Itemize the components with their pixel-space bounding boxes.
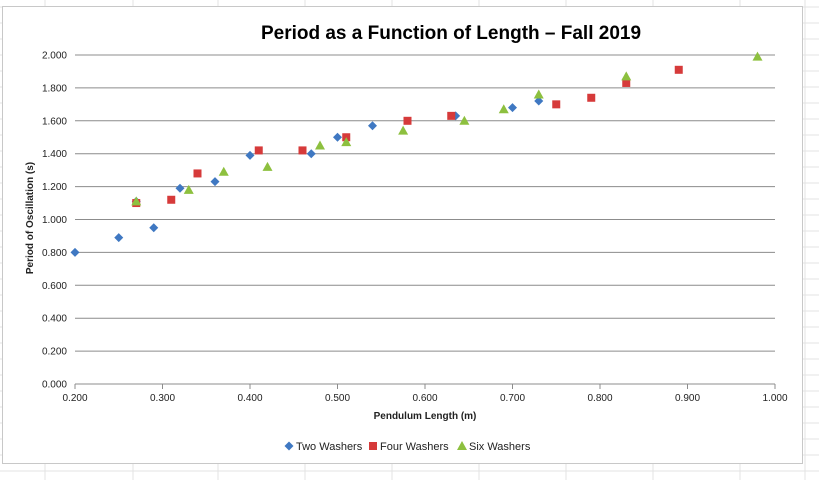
- data-point-triangle: [218, 166, 229, 176]
- y-tick-label: 1.600: [42, 116, 67, 127]
- data-point-triangle: [341, 137, 352, 147]
- x-tick-label: 0.300: [150, 393, 175, 404]
- legend-item: Two Washers: [284, 441, 363, 453]
- data-point-square: [447, 111, 456, 120]
- data-point-square: [254, 146, 263, 155]
- data-point-triangle: [262, 161, 273, 171]
- x-tick-label: 0.400: [237, 393, 262, 404]
- data-point-triangle: [398, 125, 409, 135]
- legend-label: Six Washers: [469, 441, 531, 453]
- gridlines: [75, 54, 775, 385]
- y-tick-label: 0.600: [42, 281, 67, 292]
- data-point-diamond: [368, 121, 377, 131]
- data-point-square: [674, 65, 683, 74]
- data-point-diamond: [534, 96, 544, 106]
- data-point-diamond: [210, 177, 220, 187]
- data-point-diamond: [149, 223, 159, 233]
- data-point-triangle: [459, 115, 470, 125]
- data-point-square: [552, 100, 561, 109]
- legend: Two Washers Four Washers Six Washers: [284, 441, 531, 453]
- data-point-square: [403, 116, 412, 125]
- data-point-triangle: [752, 51, 763, 61]
- x-tick-label: 0.900: [675, 393, 700, 404]
- legend-item: Four Washers: [369, 441, 449, 453]
- data-point-square: [167, 195, 176, 204]
- legend-label: Two Washers: [296, 441, 363, 453]
- data-point-square: [587, 93, 596, 102]
- y-tick-label: 2.000: [42, 51, 67, 62]
- data-point-diamond: [70, 247, 80, 257]
- data-point-triangle: [183, 184, 194, 194]
- data-point-square: [193, 169, 202, 178]
- legend-marker-diamond: [284, 441, 294, 451]
- data-point-diamond: [306, 149, 316, 159]
- x-tick-label: 0.800: [587, 393, 612, 404]
- y-tick-label: 0.800: [42, 248, 67, 259]
- data-point-triangle: [315, 140, 325, 150]
- data-point-triangle: [621, 71, 632, 81]
- x-tick-label: 0.700: [500, 393, 525, 404]
- data-point-diamond: [508, 103, 517, 113]
- data-point-diamond: [245, 150, 255, 160]
- y-tick-label: 0.000: [42, 380, 67, 391]
- legend-marker-triangle: [457, 441, 467, 450]
- x-tick-label: 0.600: [412, 393, 437, 404]
- data-points: [70, 51, 763, 257]
- x-tick-label: 1.000: [762, 393, 787, 404]
- y-tick-label: 1.400: [42, 149, 67, 160]
- y-tick-label: 0.200: [42, 347, 67, 358]
- x-tick-label: 0.200: [62, 393, 87, 404]
- series-six-washers: [131, 51, 763, 206]
- legend-label: Four Washers: [380, 441, 449, 453]
- legend-marker-square: [369, 442, 377, 450]
- chart-area[interactable]: [2, 6, 803, 464]
- data-point-diamond: [333, 132, 342, 142]
- y-tick-label: 1.200: [42, 182, 67, 193]
- data-point-triangle: [131, 196, 142, 206]
- data-point-triangle: [498, 104, 509, 114]
- y-tick-label: 0.400: [42, 314, 67, 325]
- y-axis-ticks: 0.000 0.200 0.400 0.600 0.800 1.000 1.200 1.400…: [42, 51, 67, 391]
- y-tick-label: 1.800: [42, 83, 67, 94]
- chart-title: Period as a Function of Length – Fall 20…: [261, 23, 641, 44]
- data-point-diamond: [175, 183, 185, 193]
- data-point-diamond: [114, 233, 124, 243]
- y-tick-label: 1.000: [42, 215, 67, 226]
- y-axis-title: Period of Oscillation (s): [25, 162, 36, 274]
- data-point-square: [298, 146, 307, 155]
- x-tick-label: 0.500: [325, 393, 350, 404]
- data-point-square: [622, 78, 631, 87]
- x-axis-title: Pendulum Length (m): [374, 411, 477, 422]
- x-axis-ticks: 0.200 0.300 0.400 0.500 0.600 0.700 0.800 0.900…: [62, 384, 788, 404]
- legend-item: Six Washers: [457, 441, 531, 453]
- data-point-triangle: [533, 89, 544, 99]
